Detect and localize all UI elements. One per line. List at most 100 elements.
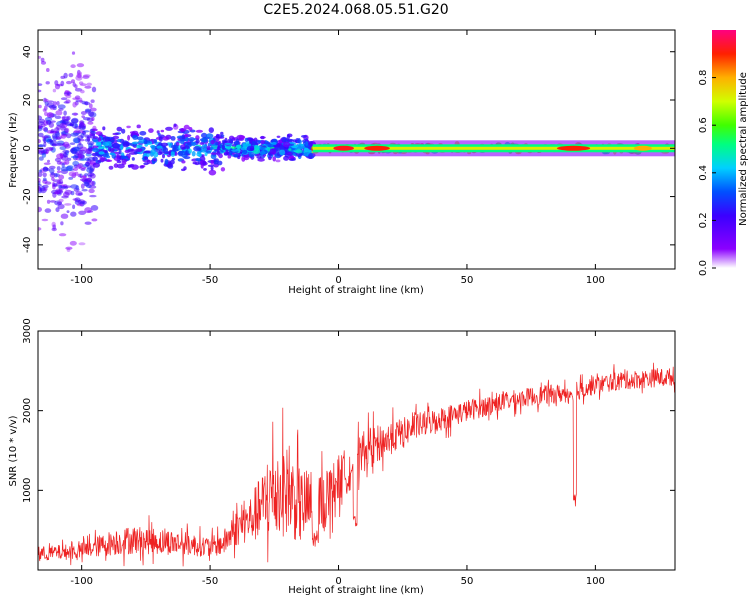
spectrogram-cell: [208, 169, 217, 176]
spectrogram-cell: [72, 101, 77, 108]
spectrogram-cell: [112, 132, 119, 136]
spectrogram-cell: [195, 135, 200, 141]
spectrogram-band-core: [312, 146, 675, 150]
spectrogram-cell: [38, 104, 42, 109]
spectrogram-cell: [296, 152, 303, 158]
spectrogram-cell: [205, 133, 214, 139]
colorbar-tick-label: 0.2: [698, 212, 709, 228]
spectrogram-cell: [286, 133, 293, 138]
spectrogram-peak: [633, 145, 652, 151]
snr-frame: [37, 330, 676, 571]
spectrogram-cell: [40, 57, 45, 63]
spectrogram-cell: [226, 146, 232, 150]
spectrogram-cell: [84, 173, 88, 177]
spectrogram-cell: [60, 97, 68, 101]
spectrogram-cell: [164, 158, 169, 165]
spectrogram-cell: [139, 165, 144, 169]
spectrogram-cell: [183, 124, 190, 130]
spectrogram-cell: [87, 210, 94, 213]
spectrogram-cell: [89, 194, 97, 198]
spectrogram-cell: [250, 145, 255, 151]
spectrogram-cell: [121, 128, 126, 134]
colorbar-tick-label: 0.4: [698, 165, 709, 181]
spectrogram-cell: [73, 146, 81, 152]
spectrogram-cell: [135, 148, 143, 153]
spectrogram-peak: [364, 145, 390, 151]
spectrogram-y-tick-label: -20: [22, 188, 33, 204]
spectrogram-cell: [38, 156, 44, 161]
spectrogram-cell: [263, 141, 271, 145]
spectrogram-cell: [220, 134, 225, 138]
spectrogram-cell: [70, 132, 79, 137]
spectrogram-cell: [210, 152, 218, 155]
spectrogram-cell: [65, 133, 72, 139]
spectrogram-cell: [179, 128, 187, 132]
spectrogram-cell: [56, 166, 61, 171]
spectrogram-cell: [216, 150, 220, 156]
snr-x-tick-label: -50: [202, 576, 218, 587]
spectrogram-cell: [38, 55, 42, 59]
spectrogram-cell: [41, 135, 49, 139]
spectrogram-cell: [60, 221, 64, 226]
spectrogram-x-tick-label: -100: [70, 275, 93, 286]
spectrogram-cell: [68, 171, 77, 177]
spectrogram-cell: [38, 177, 41, 183]
spectrogram-cell: [252, 141, 256, 146]
spectrogram-cell: [199, 156, 206, 162]
spectrogram-cell: [46, 68, 50, 72]
spectrogram-peak: [556, 145, 591, 151]
spectrogram-cell: [52, 224, 56, 230]
spectrogram-cell: [201, 137, 208, 143]
spectrogram-cell: [143, 162, 149, 166]
spectrogram-cell: [55, 207, 60, 213]
spectrogram-cell: [116, 138, 122, 143]
spectrogram-cell: [116, 126, 123, 132]
spectrogram-cell: [303, 147, 310, 153]
spectrogram-cell: [253, 148, 261, 155]
spectrogram-cell: [131, 157, 135, 161]
spectrogram-cell: [238, 135, 246, 140]
colorbar-ticks: 0.0 0.2 0.4 0.6 0.8: [698, 70, 716, 276]
spectrogram-cell: [194, 162, 200, 166]
spectrogram-cell: [63, 101, 69, 104]
spectrogram-cell: [58, 174, 65, 180]
snr-y-tick-label: 3000: [22, 318, 33, 343]
spectrogram-cell: [47, 100, 54, 103]
spectrogram-cell: [38, 144, 46, 148]
spectrogram-cell: [68, 176, 74, 180]
spectrogram-cell: [156, 145, 163, 149]
spectrogram-cell: [50, 172, 55, 176]
spectrogram-cell: [281, 136, 287, 143]
spectrogram-cell: [295, 149, 303, 154]
spectrogram-cell: [91, 116, 95, 122]
spectrogram-cell: [90, 107, 97, 112]
spectrogram-cell: [81, 115, 85, 118]
spectrogram-cell: [131, 130, 139, 136]
spectrogram-cell: [158, 136, 163, 142]
spectrogram-x-ticks: -100 -50 0 50 100: [70, 30, 605, 286]
spectrogram-cell: [92, 147, 100, 153]
spectrogram-cell: [106, 136, 114, 140]
spectrogram-cell: [122, 141, 129, 148]
spectrogram-cell: [160, 158, 164, 163]
spectrogram-y-tick-label: 40: [22, 45, 33, 58]
spectrogram-cell: [202, 160, 207, 166]
spectrogram-cell: [70, 64, 76, 69]
spectrogram-cell: [183, 166, 187, 171]
spectrogram-cell: [84, 138, 91, 142]
spectrogram-cell: [191, 150, 196, 157]
spectrogram-cell: [77, 153, 85, 159]
spectrogram-cell: [61, 116, 70, 122]
spectrogram-cell: [150, 145, 156, 150]
snr-y-label: SNR (10 * v/v): [8, 415, 19, 486]
spectrogram-cell: [170, 136, 176, 141]
spectrogram-cell: [244, 137, 249, 142]
spectrogram-cell: [48, 105, 56, 109]
spectrogram-cell: [116, 160, 122, 164]
spectrogram-cell: [38, 139, 41, 144]
spectrogram-cell: [242, 149, 248, 155]
spectrogram-cell: [74, 197, 81, 203]
spectrogram-cell: [188, 137, 195, 142]
spectrogram-cell: [83, 181, 90, 187]
